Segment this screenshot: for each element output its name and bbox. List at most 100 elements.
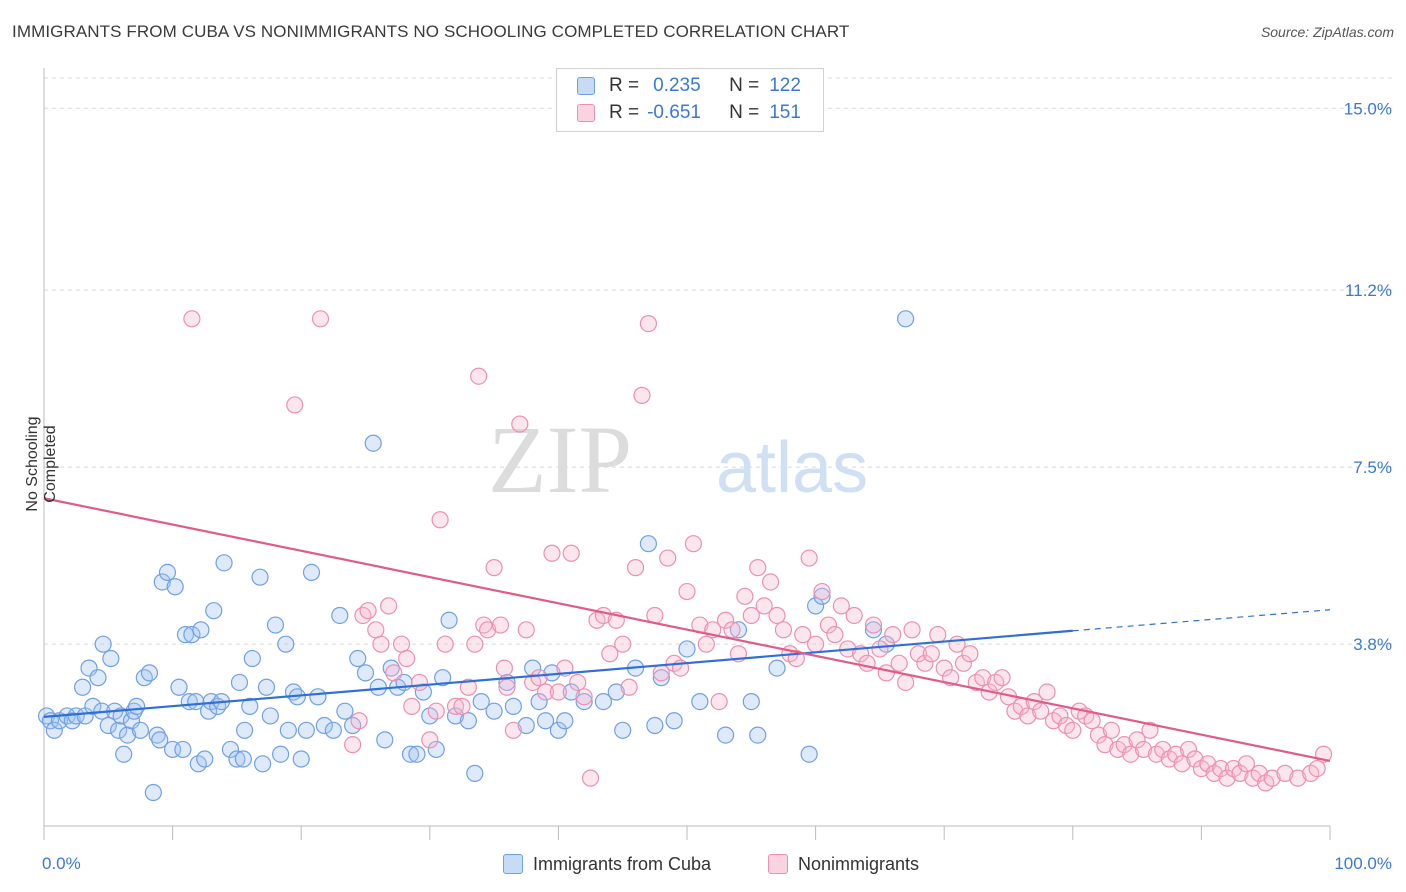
- watermark-atlas: atlas: [716, 428, 868, 508]
- data-point: [742, 692, 760, 711]
- y-tick-label: 15.0%: [1344, 99, 1392, 118]
- data-point: [369, 678, 387, 696]
- data-point: [504, 721, 522, 739]
- data-point: [367, 621, 385, 639]
- data-point: [354, 606, 372, 625]
- data-point: [485, 702, 503, 720]
- data-point: [257, 678, 276, 696]
- data-point: [336, 702, 354, 720]
- data-point: [453, 697, 471, 715]
- data-point: [376, 731, 394, 749]
- axes: [43, 68, 1331, 840]
- data-point: [131, 721, 150, 739]
- data-point: [1064, 721, 1082, 739]
- data-point: [89, 669, 107, 687]
- data-point: [254, 755, 272, 773]
- data-point: [1167, 745, 1185, 763]
- x-tick-labels: 0.0% 100.0%: [42, 854, 1392, 873]
- data-point: [517, 716, 535, 735]
- data-point: [864, 621, 883, 639]
- correlation-legend: R = 0.235 N = 122 R = -0.651 N = 151: [556, 68, 824, 132]
- data-point: [871, 640, 889, 658]
- data-point: [961, 645, 979, 663]
- data-point: [479, 621, 497, 639]
- data-point: [813, 587, 831, 605]
- data-point: [1096, 736, 1114, 754]
- data-point: [302, 563, 321, 582]
- legend-item-cuba[interactable]: Immigrants from Cuba: [503, 852, 711, 876]
- data-point: [261, 707, 279, 725]
- data-point: [607, 683, 625, 701]
- data-point: [151, 731, 169, 749]
- data-point: [403, 697, 421, 715]
- legend-item-nonimmigrants[interactable]: Nonimmigrants: [768, 852, 919, 876]
- y-tick-label: 11.2%: [1345, 281, 1392, 300]
- data-point: [410, 673, 429, 692]
- data-point: [427, 740, 445, 759]
- data-point: [1038, 683, 1056, 701]
- r-value: 0.235: [653, 75, 701, 96]
- legend-label-nonimmigrants: Nonimmigrants: [798, 853, 920, 874]
- data-point: [215, 554, 233, 572]
- data-point: [800, 745, 818, 763]
- trend-line-cuba-extension: [1072, 609, 1331, 632]
- data-point: [84, 697, 102, 715]
- legend-row-nonimmigrants: R = -0.651 N = 151: [577, 101, 801, 125]
- y-tick-labels: 3.8% 7.5% 11.2% 15.0%: [1344, 99, 1392, 654]
- data-point: [517, 621, 535, 639]
- data-point: [408, 745, 426, 763]
- data-point: [909, 645, 928, 663]
- data-point: [324, 721, 342, 739]
- data-point: [205, 602, 223, 620]
- data-point: [446, 707, 465, 725]
- data-point: [826, 626, 844, 644]
- data-point: [364, 434, 382, 452]
- data-point: [646, 716, 664, 735]
- data-point: [170, 678, 188, 696]
- data-point: [470, 367, 488, 385]
- r-value: -0.651: [647, 102, 701, 123]
- data-point: [125, 702, 143, 720]
- data-point: [1019, 707, 1037, 725]
- data-point: [543, 544, 561, 562]
- data-point: [652, 669, 670, 687]
- data-point: [485, 559, 503, 577]
- data-point: [472, 692, 490, 711]
- data-point: [575, 688, 593, 706]
- data-point: [436, 635, 454, 653]
- data-point: [626, 559, 645, 577]
- data-point: [1141, 721, 1159, 739]
- data-point: [148, 726, 166, 744]
- n-value: 151: [769, 102, 801, 123]
- data-point: [183, 310, 201, 328]
- data-point: [761, 573, 780, 591]
- data-point: [1212, 759, 1230, 778]
- data-point: [903, 621, 921, 639]
- data-point: [614, 721, 632, 739]
- data-point: [755, 597, 773, 615]
- data-point: [1089, 726, 1108, 744]
- data-point: [466, 635, 484, 653]
- data-point: [382, 659, 400, 677]
- data-point: [993, 669, 1011, 687]
- data-point: [620, 678, 638, 696]
- data-point: [315, 716, 333, 735]
- data-point: [594, 692, 613, 711]
- data-point: [1173, 755, 1191, 773]
- data-point: [440, 611, 458, 629]
- data-point: [344, 736, 362, 754]
- legend-swatch-pink: [768, 854, 788, 874]
- data-point: [806, 597, 825, 615]
- data-point: [144, 783, 162, 802]
- data-point: [1186, 750, 1204, 768]
- data-point: [929, 626, 947, 644]
- data-point: [243, 649, 261, 668]
- data-point: [241, 697, 259, 715]
- data-point: [659, 549, 677, 567]
- data-point: [1237, 755, 1256, 773]
- data-point: [678, 582, 696, 601]
- data-point: [311, 310, 330, 328]
- watermark: ZIP atlas: [488, 406, 868, 513]
- data-point: [749, 559, 767, 577]
- data-point: [819, 616, 838, 634]
